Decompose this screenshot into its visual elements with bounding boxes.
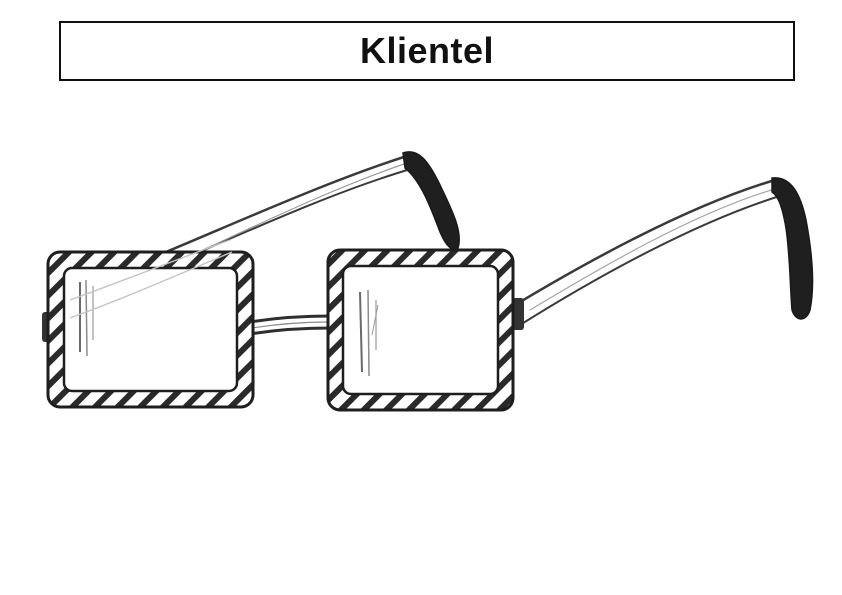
right-lens	[326, 248, 515, 412]
title-box: Klientel	[59, 21, 795, 81]
right-temple-arm	[513, 177, 814, 326]
page-title: Klientel	[359, 30, 495, 71]
bridge	[249, 314, 331, 336]
left-lens	[46, 239, 255, 409]
